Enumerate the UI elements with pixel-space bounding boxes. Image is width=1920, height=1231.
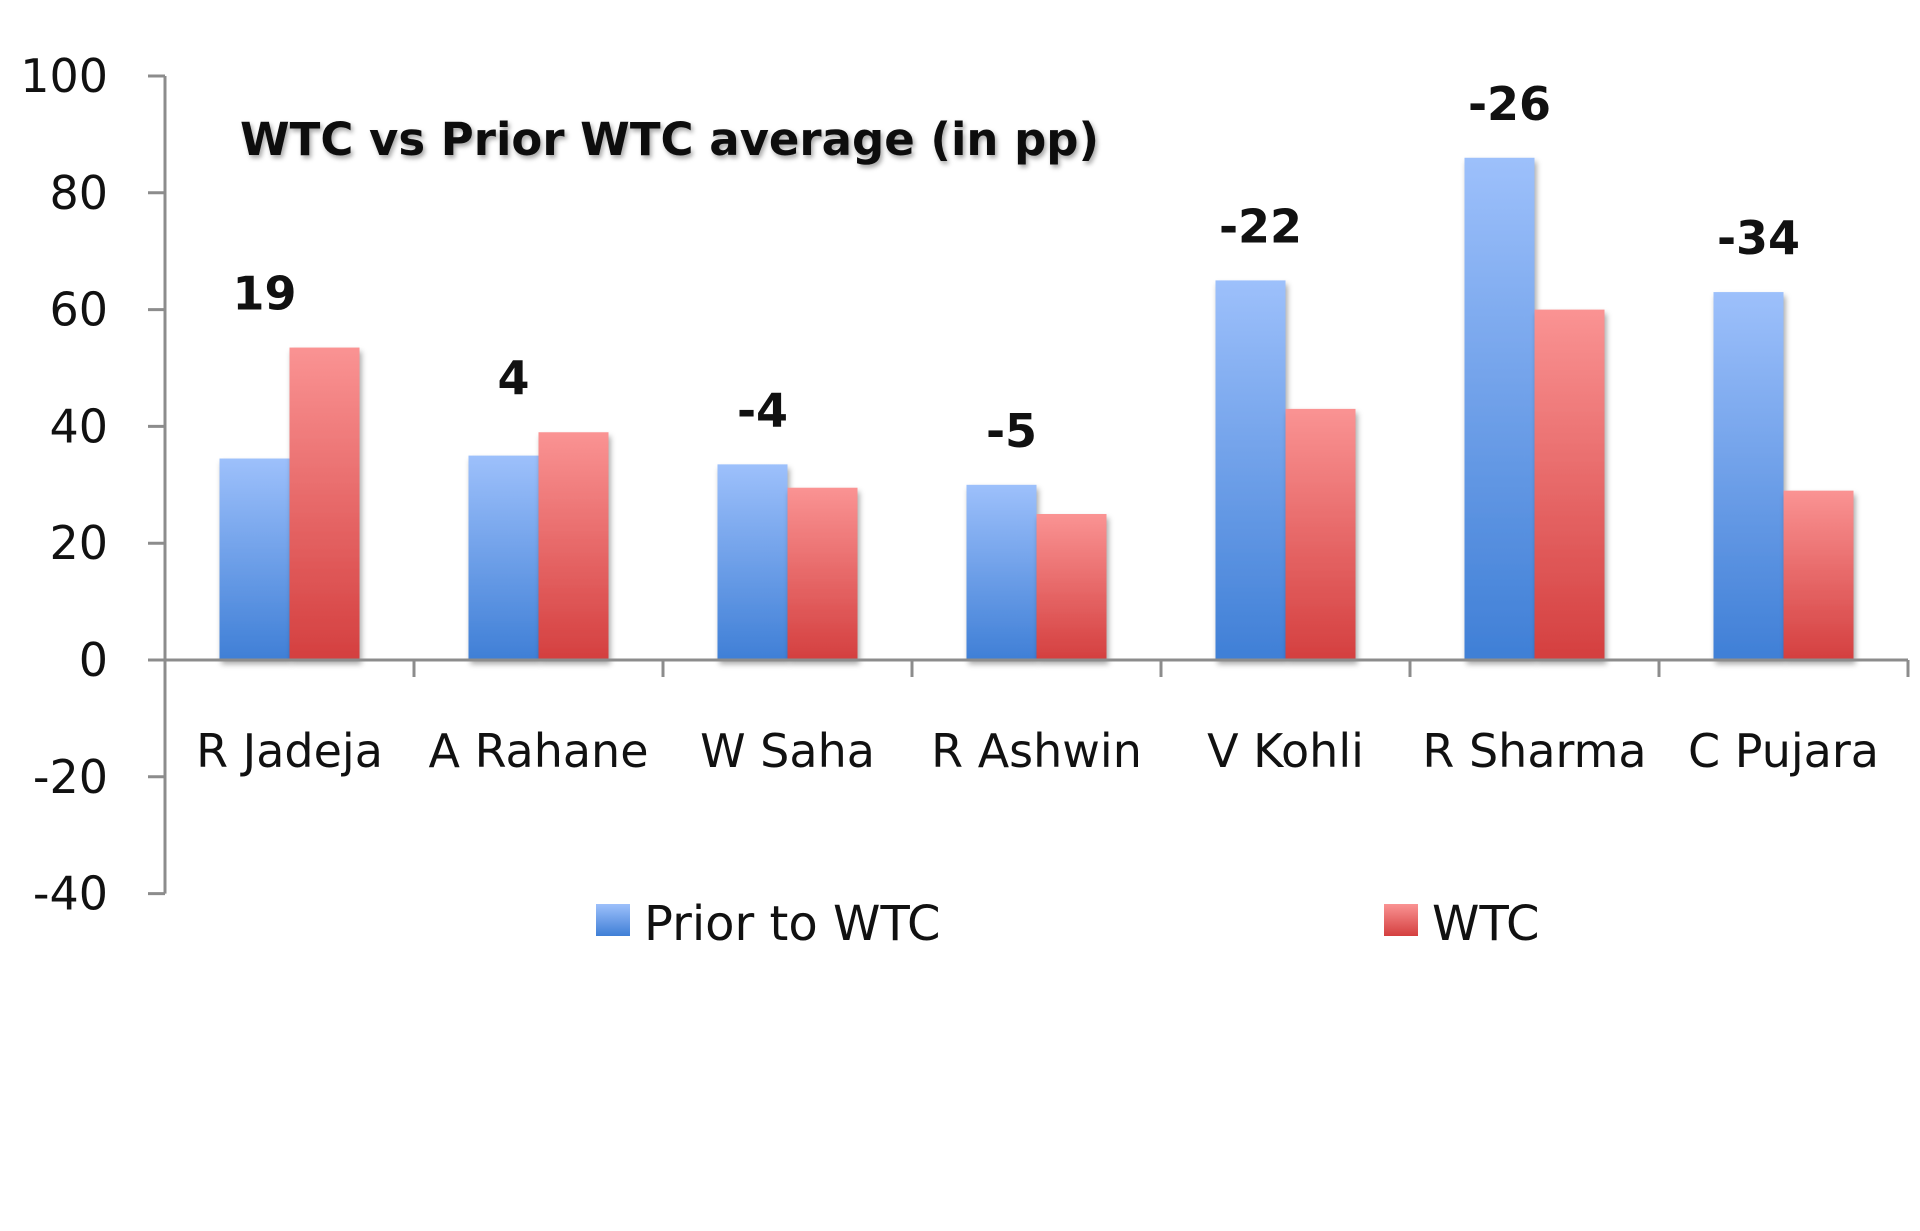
difference-label: 19 (232, 267, 296, 321)
difference-label: -22 (1219, 199, 1302, 253)
bar-wtc-r-jadeja (289, 347, 360, 660)
difference-label: 4 (497, 351, 529, 405)
x-tick-label: R Ashwin (931, 724, 1142, 778)
x-tick-label: A Rahane (428, 724, 648, 778)
y-tick-label: -20 (33, 750, 108, 804)
y-tick-label: 60 (49, 283, 108, 337)
bar-wtc-w-saha (787, 487, 858, 660)
bar-prior-w-saha (717, 464, 788, 660)
bar-prior-r-ashwin (966, 484, 1037, 660)
bar-wtc-r-sharma (1534, 309, 1605, 660)
y-tick-label: 80 (49, 166, 108, 220)
x-tick-label: C Pujara (1688, 724, 1879, 778)
legend-label-wtc: WTC (1432, 896, 1539, 952)
y-tick-label: -40 (33, 867, 108, 921)
legend-swatch-prior (596, 904, 630, 936)
chart-title: WTC vs Prior WTC average (in pp) (240, 113, 1099, 166)
x-tick-label: R Sharma (1422, 724, 1646, 778)
y-tick-label: 100 (20, 49, 108, 103)
bar-prior-v-kohli (1215, 280, 1286, 660)
legend-swatch-wtc (1384, 904, 1418, 936)
bar-prior-a-rahane (468, 455, 539, 660)
difference-label: -5 (986, 404, 1037, 458)
bar-wtc-r-ashwin (1036, 514, 1107, 660)
bar-wtc-v-kohli (1285, 408, 1356, 660)
bar-wtc-c-pujara (1783, 490, 1854, 660)
bar-prior-r-sharma (1464, 157, 1535, 660)
bar-wtc-a-rahane (538, 432, 609, 660)
x-tick-label: W Saha (700, 724, 875, 778)
legend-label-prior: Prior to WTC (644, 896, 940, 952)
y-tick-label: 0 (79, 633, 108, 687)
difference-label: -26 (1468, 77, 1551, 131)
legend: Prior to WTC WTC (596, 896, 1539, 952)
bar-prior-r-jadeja (219, 458, 290, 660)
x-tick-label: R Jadeja (196, 724, 383, 778)
difference-label: -34 (1717, 211, 1800, 265)
y-tick-label: 20 (49, 516, 108, 570)
x-tick-label: V Kohli (1207, 724, 1364, 778)
difference-label: -4 (737, 383, 788, 437)
bar-prior-c-pujara (1713, 292, 1784, 660)
y-tick-label: 40 (49, 399, 108, 453)
